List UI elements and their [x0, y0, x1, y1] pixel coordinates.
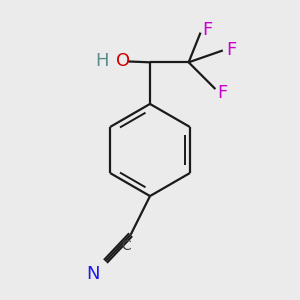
Text: O: O — [116, 52, 130, 70]
Text: N: N — [86, 265, 100, 283]
Text: H: H — [95, 52, 108, 70]
Text: C: C — [122, 239, 131, 253]
Text: F: F — [218, 84, 228, 102]
Text: F: F — [226, 41, 236, 59]
Text: F: F — [202, 21, 212, 39]
